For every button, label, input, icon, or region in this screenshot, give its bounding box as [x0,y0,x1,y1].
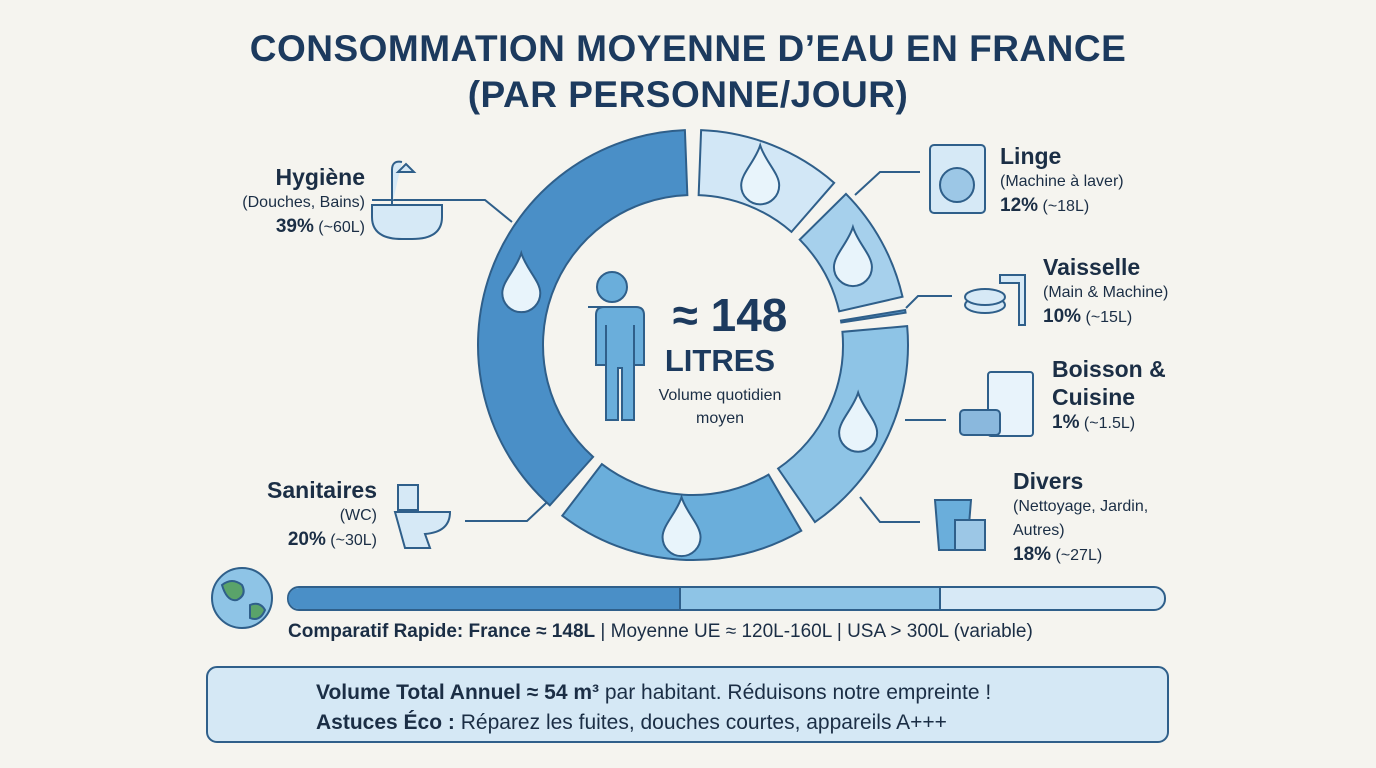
segment-label: Divers (Nettoyage, Jardin, Autres) 18% (~2… [1013,467,1183,568]
footer-bold: Astuces Éco : [316,711,455,734]
center-caption: Volume quotidien moyen [658,387,782,427]
title: (PAR PERSONNE/JOUR) [467,74,909,115]
title: CONSOMMATION MOYENNE D’EAU EN FRANCE [249,28,1127,69]
liters-label: (~27L) [1055,547,1103,564]
value-line: 39% (~60L) [165,215,365,240]
category-detail: (Main & Machine) [1043,284,1169,301]
liters-label: (~60L) [318,219,365,236]
donut [477,129,909,561]
footer-rest: par habitant. Réduisons notre empreinte … [604,681,992,704]
category-name: Linge [1000,143,1062,169]
comparison-bold: Comparatif Rapide: France ≈ 148L [288,621,596,642]
value-label: 1% [1052,412,1080,433]
drop-icon [838,389,879,453]
footer-text: Volume Total Annuel ≈ 54 m³ par habitant… [316,678,1156,738]
value-line: 12% (~18L) [1000,194,1200,219]
footer-bold: Volume Total Annuel ≈ 54 m³ [316,681,599,704]
category-name: Vaisselle [1043,254,1141,280]
category-name: Boisson & Cuisine [1052,356,1166,410]
comparison-bar [287,586,1166,611]
category-detail: (Douches, Bains) [242,194,365,211]
segment-label: Vaisselle (Main & Machine) 10% (~15L) [1043,253,1243,330]
donut-segment [477,129,689,507]
category-detail: (Nettoyage, Jardin, Autres) [1013,498,1149,539]
liters-label: (~15L) [1085,309,1133,326]
center-value: ≈ 148 [672,289,788,341]
category-detail: (WC) [339,507,377,524]
liters-label: (~1.5L) [1083,415,1136,432]
category-name: Hygiène [275,164,365,190]
value-label: 12% [1000,195,1039,216]
drop-icon [740,141,781,206]
value-label: 10% [1043,306,1082,327]
liters-label: (~30L) [330,532,377,549]
comparison-text: Comparatif Rapide: France ≈ 148L | Moyen… [288,621,1188,643]
segment-label: Hygiène (Douches, Bains) 39% (~60L) [165,163,365,240]
footer-box [206,666,1169,743]
value-line: 20% (~30L) [177,528,377,553]
value-label: 18% [1013,544,1052,565]
value-label: 39% [275,216,314,237]
segment-label: Boisson & Cuisine 1% (~1.5L) [1052,355,1182,436]
donut-segment [839,308,907,324]
segment-label: Linge (Machine à laver) 12% (~18L) [1000,142,1200,219]
drop-icon [501,249,542,314]
drop-icon [832,223,873,287]
liters-label: (~18L) [1042,198,1090,215]
footer-rest: Réparez les fuites, douches courtes, app… [460,711,947,734]
comparison-rest: | Moyenne UE ≈ 120L-160L | USA > 300L (v… [600,621,1033,642]
value-line: 10% (~15L) [1043,305,1243,330]
center-unit: LITRES [664,343,776,378]
drop-icon [661,493,702,558]
leader-lines [372,171,952,523]
value-line: 1% (~1.5L) [1052,411,1182,436]
value-label: 20% [287,529,326,550]
category-name: Divers [1013,468,1084,494]
segment-label: Sanitaires (WC) 20% (~30L) [177,476,377,553]
value-line: 18% (~27L) [1013,543,1183,568]
category-name: Sanitaires [267,477,377,503]
person-icon [588,271,645,421]
category-detail: (Machine à laver) [1000,173,1124,190]
